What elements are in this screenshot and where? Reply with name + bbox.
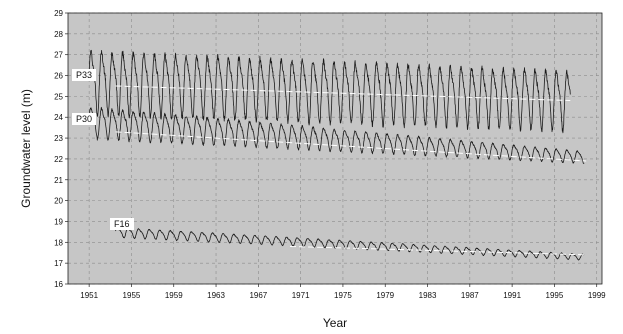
- plot-frame: [67, 12, 603, 285]
- series-label-box: [110, 218, 134, 230]
- grid-lines: [68, 12, 602, 285]
- y-axis-title: Groundwater level (m): [19, 89, 33, 208]
- plot-area: [68, 13, 602, 284]
- x-tick-label: 1975: [334, 291, 352, 300]
- x-tick-label: 1983: [419, 291, 437, 300]
- y-tick-label: 26: [54, 72, 63, 81]
- y-tick-label: 22: [54, 155, 63, 164]
- axis-ticks: 16 17 18 19 20 21 22 23 24 25 26 27 28 29 1951 1955 1959…: [54, 9, 606, 300]
- y-tick-label: 16: [54, 280, 63, 289]
- trend-layer: [115, 85, 587, 256]
- series-label-f16: F16: [110, 218, 134, 230]
- series-line-p30: [88, 106, 585, 165]
- y-tick-label: 24: [54, 113, 63, 122]
- series-label-text: F16: [114, 219, 130, 229]
- series-label-box: [72, 69, 96, 81]
- trend-line-p30: [115, 131, 587, 162]
- series-label-p33: P33: [72, 69, 96, 81]
- series-layer: [88, 49, 585, 261]
- series-label-text: P30: [76, 114, 92, 124]
- x-tick-label: 1979: [376, 291, 394, 300]
- x-tick-label: 1991: [503, 291, 521, 300]
- x-tick-label: 1955: [123, 291, 141, 300]
- x-axis-title: Year: [323, 316, 347, 330]
- y-tick-label: 20: [54, 197, 63, 206]
- x-tick-label: 1987: [461, 291, 479, 300]
- y-tick-label: 29: [54, 9, 63, 18]
- trend-line-p33: [115, 85, 571, 102]
- series-line-p33: [88, 49, 571, 134]
- x-tick-label: 1963: [207, 291, 225, 300]
- y-tick-label: 18: [54, 238, 63, 247]
- series-line-f16: [115, 227, 585, 261]
- series-labels: P33 P30 F16: [72, 69, 134, 230]
- x-tick-label: 1971: [292, 291, 310, 300]
- x-tick-label: 1951: [80, 291, 98, 300]
- y-tick-label: 25: [54, 92, 63, 101]
- trend-line-f16: [290, 245, 587, 256]
- x-tick-label: 1967: [249, 291, 267, 300]
- series-label-text: P33: [76, 70, 92, 80]
- y-tick-label: 27: [54, 51, 63, 60]
- y-tick-label: 23: [54, 134, 63, 143]
- y-tick-label: 28: [54, 30, 63, 39]
- x-tick-label: 1959: [165, 291, 183, 300]
- y-tick-label: 21: [54, 176, 63, 185]
- x-tick-label: 1995: [546, 291, 564, 300]
- x-tick-label: 1999: [588, 291, 606, 300]
- y-tick-label: 17: [54, 259, 63, 268]
- series-label-p30: P30: [72, 113, 96, 125]
- y-tick-label: 19: [54, 217, 63, 226]
- series-label-box: [72, 113, 96, 125]
